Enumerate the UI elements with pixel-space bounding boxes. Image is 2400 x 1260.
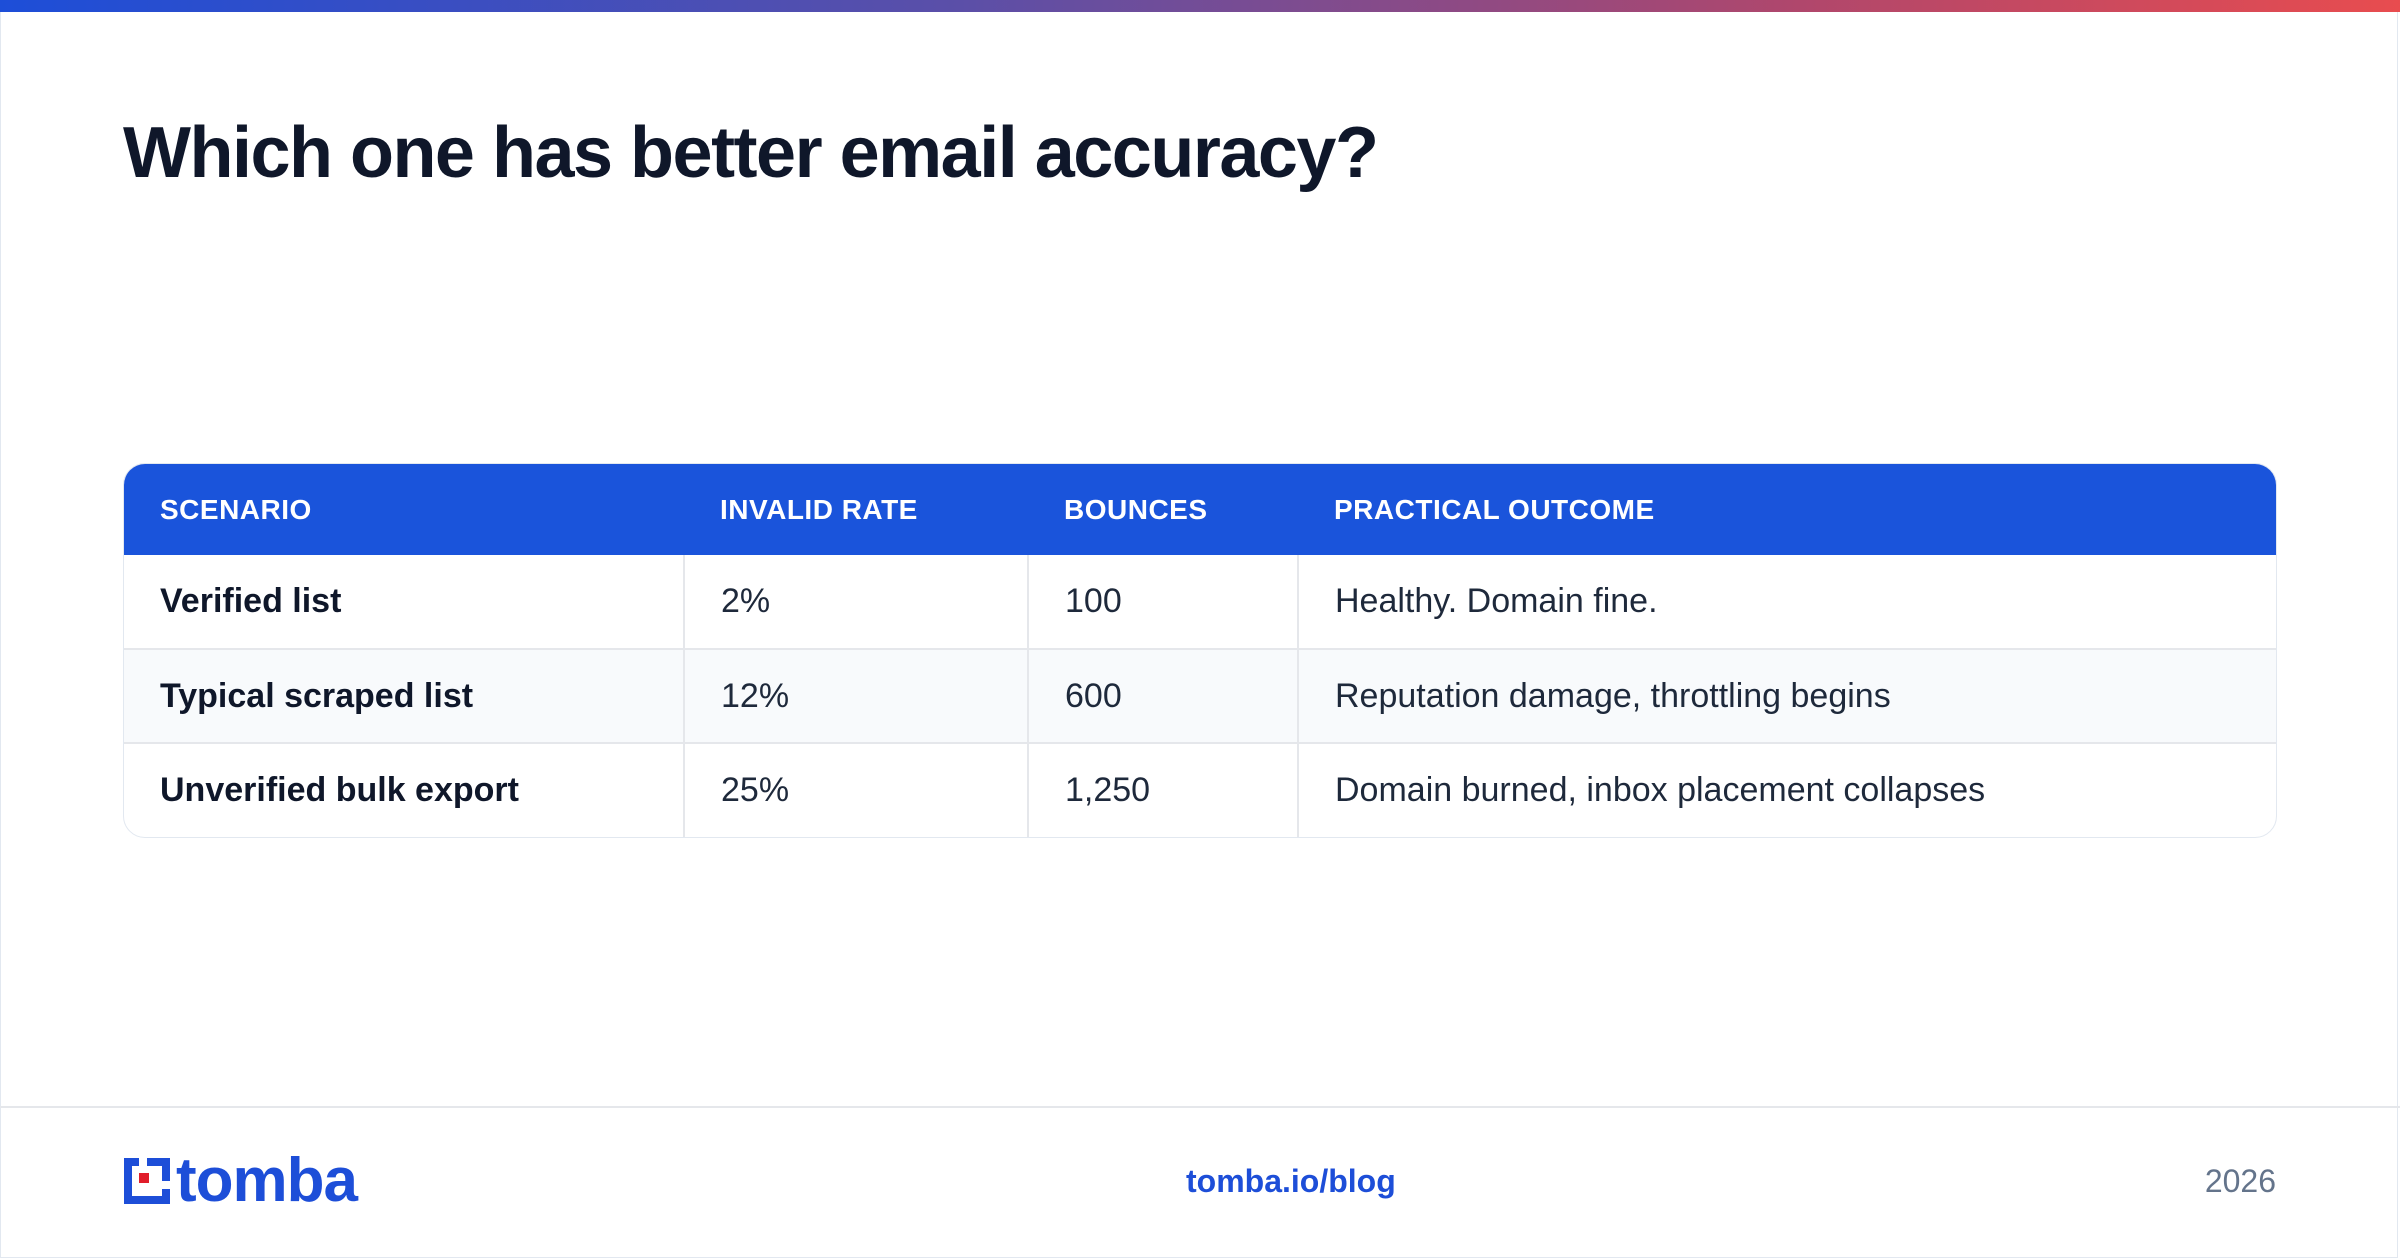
cell-scenario: Typical scraped list	[124, 648, 684, 743]
table-header-row: SCENARIO INVALID RATE BOUNCES PRACTICAL …	[124, 464, 2276, 555]
comparison-table: SCENARIO INVALID RATE BOUNCES PRACTICAL …	[123, 463, 2277, 838]
header-bounces: BOUNCES	[1064, 493, 1208, 525]
tomba-logo[interactable]: tomba	[122, 1146, 358, 1215]
footer-divider	[0, 1106, 2400, 1108]
cell-invalid-rate: 2%	[683, 555, 1028, 649]
blog-link[interactable]: tomba.io/blog	[1186, 1163, 1396, 1199]
logo-wordmark: tomba	[176, 1146, 358, 1215]
cell-bounces: 100	[1027, 555, 1298, 649]
header-scenario: SCENARIO	[160, 493, 312, 525]
header-invalid-rate: INVALID RATE	[720, 493, 918, 525]
cell-bounces: 1,250	[1027, 742, 1298, 837]
top-gradient-bar	[0, 0, 2400, 12]
table-row: Verified list 2% 100 Healthy. Domain fin…	[124, 555, 2276, 649]
cell-outcome: Healthy. Domain fine.	[1297, 555, 2276, 649]
page-title: Which one has better email accuracy?	[123, 113, 1379, 193]
table-row: Typical scraped list 12% 600 Reputation …	[124, 648, 2276, 743]
tomba-logo-icon	[124, 1158, 170, 1204]
cell-bounces: 600	[1027, 648, 1298, 743]
cell-scenario: Verified list	[160, 582, 342, 620]
cell-invalid-rate: 12%	[683, 648, 1028, 743]
cell-outcome: Reputation damage, throttling begins	[1297, 648, 2276, 743]
cell-outcome: Domain burned, inbox placement collapses	[1297, 742, 2276, 837]
table-row: Unverified bulk export 25% 1,250 Domain …	[124, 742, 2276, 837]
header-practical-outcome: PRACTICAL OUTCOME	[1334, 493, 1655, 525]
footer-year: 2026	[2204, 1163, 2276, 1199]
cell-scenario: Unverified bulk export	[124, 742, 684, 837]
cell-invalid-rate: 25%	[683, 742, 1028, 837]
